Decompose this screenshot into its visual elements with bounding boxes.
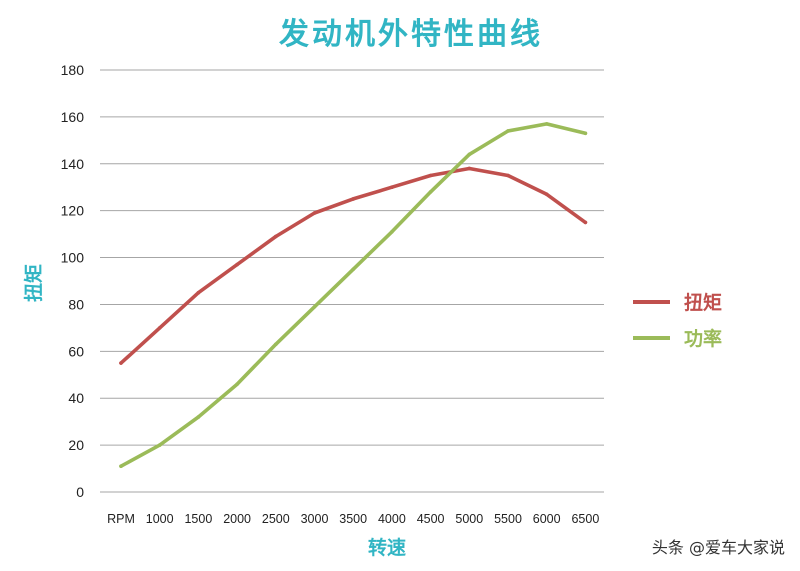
data-point bbox=[351, 197, 356, 201]
data-point bbox=[428, 190, 433, 194]
x-tick-label: 1000 bbox=[146, 512, 174, 526]
y-tick-label: 100 bbox=[61, 250, 85, 266]
data-point bbox=[390, 229, 394, 234]
watermark-text: 头条 @爱车大家说 bbox=[652, 538, 785, 557]
data-point bbox=[351, 267, 356, 272]
data-point bbox=[157, 326, 162, 330]
x-tick-label: 1500 bbox=[184, 512, 212, 526]
y-tick-label: 60 bbox=[68, 343, 84, 359]
y-axis-ticks: 0 20 40 60 80 100 120 140 160 180 bbox=[61, 62, 85, 500]
legend-label: 扭矩 bbox=[684, 291, 722, 314]
y-tick-label: 80 bbox=[68, 296, 84, 312]
legend-label: 功率 bbox=[684, 327, 722, 350]
chart-title: 发动机外特性曲线 bbox=[278, 17, 543, 52]
data-point bbox=[119, 464, 123, 469]
x-tick-label: 6000 bbox=[533, 512, 561, 526]
x-tick-label: 4500 bbox=[417, 512, 445, 526]
series-line-1 bbox=[119, 122, 588, 469]
data-point bbox=[583, 220, 588, 225]
x-tick-label: RPM bbox=[107, 512, 135, 526]
data-point bbox=[544, 122, 549, 126]
data-point bbox=[467, 152, 472, 157]
data-point bbox=[196, 290, 201, 295]
y-tick-label: 180 bbox=[61, 62, 85, 78]
gridlines bbox=[100, 69, 604, 493]
data-point bbox=[544, 192, 549, 197]
x-tick-label: 6500 bbox=[571, 512, 599, 526]
x-axis-title: 转速 bbox=[368, 536, 406, 559]
y-tick-label: 120 bbox=[61, 203, 85, 219]
data-point bbox=[428, 173, 433, 178]
x-tick-label: 5500 bbox=[494, 512, 522, 526]
data-point bbox=[196, 415, 201, 419]
data-point bbox=[312, 211, 317, 215]
x-tick-label: 2500 bbox=[262, 512, 290, 526]
y-tick-label: 20 bbox=[68, 437, 84, 453]
y-tick-label: 0 bbox=[76, 484, 84, 500]
data-point bbox=[274, 342, 278, 347]
data-point bbox=[467, 166, 472, 171]
data-point bbox=[235, 382, 239, 386]
data-point bbox=[274, 234, 278, 239]
y-tick-label: 40 bbox=[68, 390, 84, 406]
data-point bbox=[390, 185, 394, 190]
y-tick-label: 160 bbox=[61, 109, 85, 125]
data-point bbox=[157, 443, 162, 447]
x-tick-label: 5000 bbox=[455, 512, 483, 526]
data-point bbox=[506, 129, 510, 133]
x-tick-label: 4000 bbox=[378, 512, 406, 526]
data-point bbox=[119, 361, 123, 365]
y-axis-title: 扭矩 bbox=[22, 264, 45, 302]
data-point bbox=[235, 262, 239, 267]
data-point bbox=[506, 173, 510, 178]
data-point bbox=[583, 131, 588, 136]
series-lines bbox=[119, 122, 588, 469]
y-tick-label: 140 bbox=[61, 156, 85, 172]
data-point bbox=[312, 304, 317, 309]
x-axis-ticks: RPM 1000 1500 2000 2500 3000 3500 4000 4500 5000 5… bbox=[107, 512, 599, 526]
x-tick-label: 3500 bbox=[339, 512, 367, 526]
x-tick-label: 2000 bbox=[223, 512, 251, 526]
x-tick-label: 3000 bbox=[301, 512, 329, 526]
